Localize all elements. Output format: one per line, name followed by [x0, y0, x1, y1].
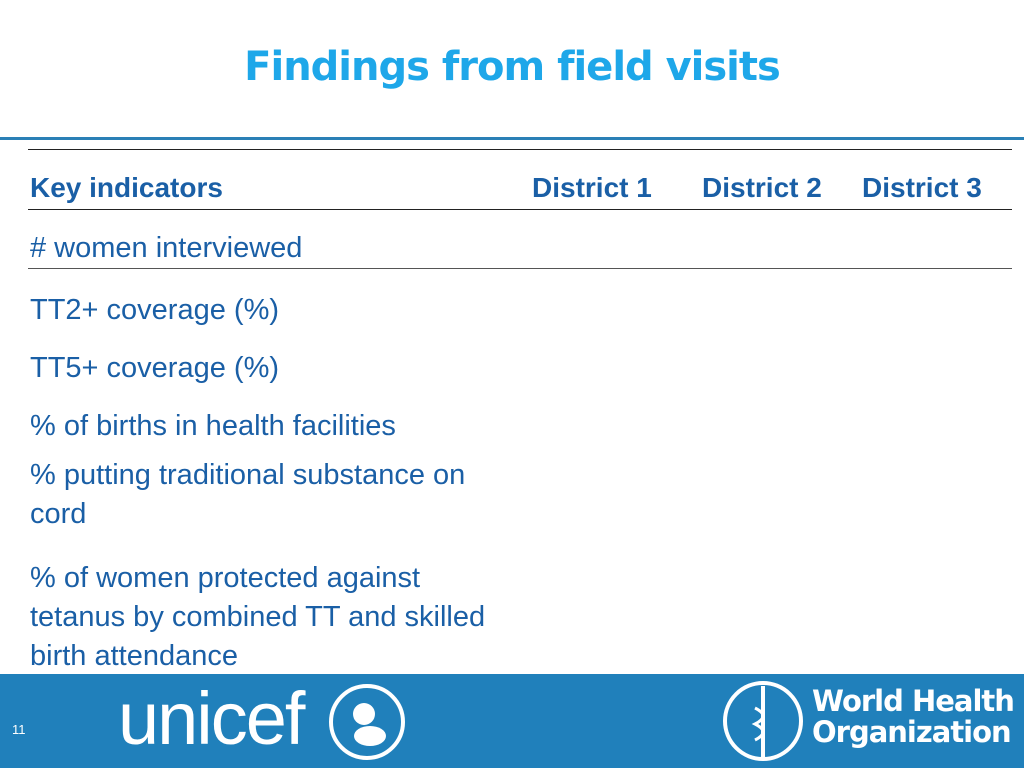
title-rule: [0, 137, 1024, 140]
unicef-wordmark: unicef: [118, 677, 305, 760]
page-number: 11: [12, 722, 26, 737]
column-header: District 1: [532, 172, 652, 203]
row-label: TT2+ coverage (%): [30, 294, 280, 326]
row-label: % of women protected against tetanus by …: [30, 562, 486, 672]
row-label: # women interviewed: [30, 232, 303, 264]
unicef-emblem: [329, 684, 405, 760]
who-emblem: [723, 681, 803, 761]
who-line: World Health: [812, 684, 1015, 718]
row-label: TT5+ coverage (%): [30, 352, 280, 384]
who-wordmark: World Health Organization: [812, 684, 1015, 749]
header-line: [28, 209, 1012, 210]
row-line: [28, 268, 1012, 269]
row-label: % of births in health facilities: [30, 410, 396, 442]
row-label: % putting traditional substance on cord: [30, 459, 466, 530]
footer: 11 unicef World Health Organization: [0, 674, 1024, 768]
column-header: District 3: [862, 172, 982, 203]
column-header: Key indicators: [30, 172, 223, 203]
table-top-line: [28, 149, 1012, 150]
slide-title: Findings from field visits: [244, 44, 781, 90]
who-line: Organization: [812, 715, 1012, 749]
column-header: District 2: [702, 172, 822, 203]
